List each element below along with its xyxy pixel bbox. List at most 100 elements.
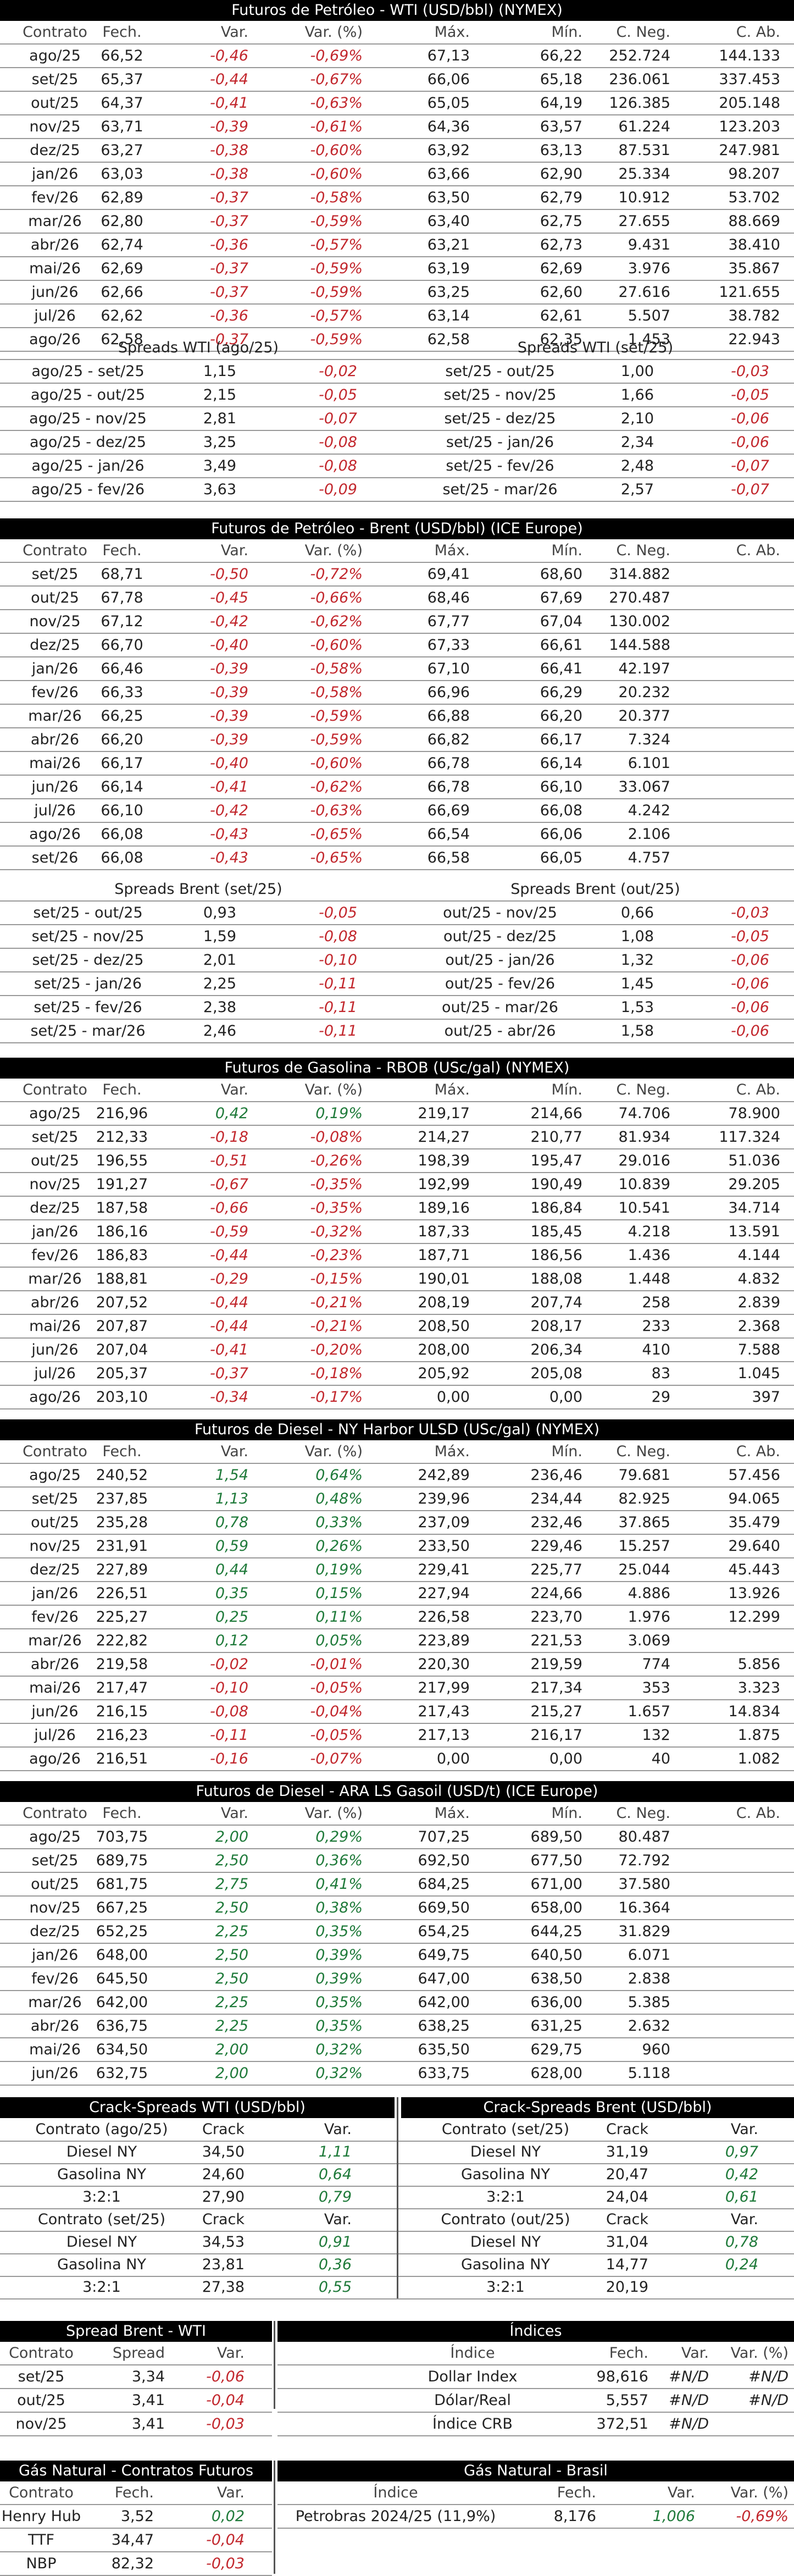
ara-cell: 669,50 (418, 1899, 470, 1916)
wti-cell: 62,69 (540, 260, 582, 277)
nyh-cell: 12.299 (728, 1608, 780, 1626)
brent-cell: -0,59% (310, 707, 363, 725)
brent-row: jun/26 66,14 -0,41 -0,62% 66,78 66,10 33.067 (0, 776, 794, 799)
nyh-cell: 225,77 (530, 1561, 582, 1578)
nyh-cell: 217,43 (418, 1703, 470, 1720)
brent-cell: 66,70 (101, 637, 143, 654)
nyh-cell: 4.886 (628, 1585, 670, 1602)
ara-table: Futuros de Diesel - ARA LS Gasoil (USD/t… (0, 1781, 794, 2086)
rbob-cell: 190,01 (418, 1270, 470, 1287)
brent-cell: 270.487 (609, 589, 670, 606)
brent_spreads-cell: out/25 - nov/25 (443, 904, 557, 921)
wti-cell: 5.507 (628, 307, 670, 324)
brent-cell: -0,40 (210, 755, 248, 772)
brent-cell: 4.242 (628, 802, 670, 819)
wti-cell: nov/25 (29, 118, 81, 135)
ara-cell: 689,75 (96, 1852, 148, 1869)
crack-cell: 31,04 (606, 2234, 648, 2251)
brent-row: dez/25 66,70 -0,40 -0,60% 67,33 66,61 144.588 (0, 634, 794, 657)
brent-cell: 66,88 (427, 707, 470, 725)
nyh-cell: 57.456 (728, 1467, 780, 1484)
nyh-cell: jun/26 (31, 1703, 79, 1720)
nyh-cell: -0,07% (310, 1750, 363, 1767)
wti-cell: -0,57% (310, 307, 363, 324)
brent-row: mar/26 66,25 -0,39 -0,59% 66,88 66,20 20.377 (0, 705, 794, 728)
wti-cell: -0,67% (310, 71, 363, 88)
nyh-cell: -0,04% (310, 1703, 363, 1720)
nyh-cell: 25.044 (618, 1561, 670, 1578)
wti-cell: -0,63% (310, 95, 363, 112)
brent-cell: 66,06 (540, 826, 582, 843)
wti-cell: -0,41 (210, 95, 248, 112)
nyh-cell: 0,25 (215, 1608, 248, 1626)
brent-cell: 67,69 (540, 589, 582, 606)
brent-header-7: C. Ab. (736, 542, 780, 559)
wti-cell: 66,22 (540, 47, 582, 64)
indices-header-1: Fech. (609, 2345, 648, 2362)
crack-header-cell: Contrato (ago/25) (35, 2121, 168, 2138)
brent_spreads-row: set/25 - dez/25 2,01 -0,10 out/25 - jan/26 1… (0, 949, 794, 972)
ara-cell: 2,00 (215, 2065, 248, 2082)
nyh-cell: 216,51 (96, 1750, 148, 1767)
spread_bw-cell: -0,04 (206, 2392, 245, 2409)
brent_spreads-cell: 1,53 (620, 999, 654, 1016)
wti-cell: 247.981 (719, 142, 780, 159)
ara-header-7: C. Ab. (736, 1805, 780, 1822)
rbob-cell: 212,33 (96, 1129, 148, 1146)
crack-cell: 0,97 (725, 2143, 758, 2160)
wti_spreads-cell: 2,57 (620, 481, 654, 498)
rbob-cell: -0,17% (310, 1389, 363, 1406)
rbob-cell: 187,71 (418, 1247, 470, 1264)
wti_spreads-cell: ago/25 - set/25 (31, 363, 145, 380)
rbob-row: mar/26 188,81 -0,29 -0,15% 190,01 188,08 1.448… (0, 1268, 794, 1291)
nyh-cell: 132 (642, 1727, 670, 1744)
brent-cell: -0,58% (310, 684, 363, 701)
wti-cell: 38.782 (728, 307, 780, 324)
ara-cell: 707,25 (418, 1828, 470, 1845)
crack-cell: 0,79 (318, 2188, 352, 2205)
ara-cell: 2,25 (215, 1923, 248, 1940)
indices-row: Dollar Index 98,616 #N/D #N/D (277, 2365, 794, 2389)
spread_bw-cell: 3,41 (131, 2415, 165, 2433)
rbob-cell: 207,74 (530, 1294, 582, 1311)
rbob-cell: -0,59 (210, 1223, 248, 1240)
wti-cell: 67,13 (427, 47, 470, 64)
rbob-cell: 1.436 (628, 1247, 670, 1264)
rbob-cell: 0,00 (436, 1389, 470, 1406)
nyh-cell: 35.479 (728, 1514, 780, 1531)
ara-cell: 0,38% (315, 1899, 363, 1916)
wti-cell: 65,05 (427, 95, 470, 112)
nyh-title: Futuros de Diesel - NY Harbor ULSD (USc/… (0, 1419, 794, 1440)
brent-cell: -0,39 (210, 731, 248, 748)
nyh-header-4: Máx. (434, 1443, 470, 1460)
wti_spreads-row: ago/25 - out/25 2,15 -0,05 set/25 - nov/25 1… (0, 384, 794, 407)
rbob-row: set/25 212,33 -0,18 -0,08% 214,27 210,77 81.93… (0, 1126, 794, 1149)
nyh-cell: mai/26 (29, 1679, 81, 1696)
ara-column-headers: Contrato Fech. Var. Var. (%) Máx. Mín. C. Neg.… (0, 1802, 794, 1826)
nyh-cell: 232,46 (530, 1514, 582, 1531)
rbob-cell: -0,23% (310, 1247, 363, 1264)
spread_bw-header-2: Var. (216, 2345, 245, 2362)
nyh-cell: 0,48% (315, 1490, 363, 1507)
crack-cell: 20,19 (606, 2279, 648, 2296)
wti-cell: 62,79 (540, 189, 582, 206)
rbob-cell: ago/25 (29, 1105, 81, 1122)
wti-cell: 22.943 (728, 331, 780, 348)
brent-cell: jan/26 (31, 660, 79, 677)
brent_spreads-row: set/25 - jan/26 2,25 -0,11 out/25 - fev/26 1… (0, 972, 794, 996)
rbob-cell: 2.368 (737, 1318, 780, 1335)
crack-divider (397, 2097, 398, 2298)
brent-header-1: Fech. (102, 542, 142, 559)
brent-row: set/25 68,71 -0,50 -0,72% 69,41 68,60 314.882 (0, 563, 794, 587)
rbob-row: jan/26 186,16 -0,59 -0,32% 187,33 185,45 4.218… (0, 1220, 794, 1244)
nyh-cell: -0,11 (210, 1727, 248, 1744)
spread_bw-cell: 3,41 (131, 2392, 165, 2409)
wti-cell: 3.976 (628, 260, 670, 277)
spread_bw-column-headers: Contrato Spread Var. (0, 2342, 272, 2365)
nyh-cell: 231,91 (96, 1538, 148, 1555)
ara-cell: 31.829 (618, 1923, 670, 1940)
spread_bw-row: set/25 3,34 -0,06 (0, 2365, 272, 2389)
nyh-cell: 229,41 (418, 1561, 470, 1578)
rbob-cell: 208,00 (418, 1341, 470, 1358)
brent_spreads-cell: set/25 - dez/25 (32, 952, 144, 969)
